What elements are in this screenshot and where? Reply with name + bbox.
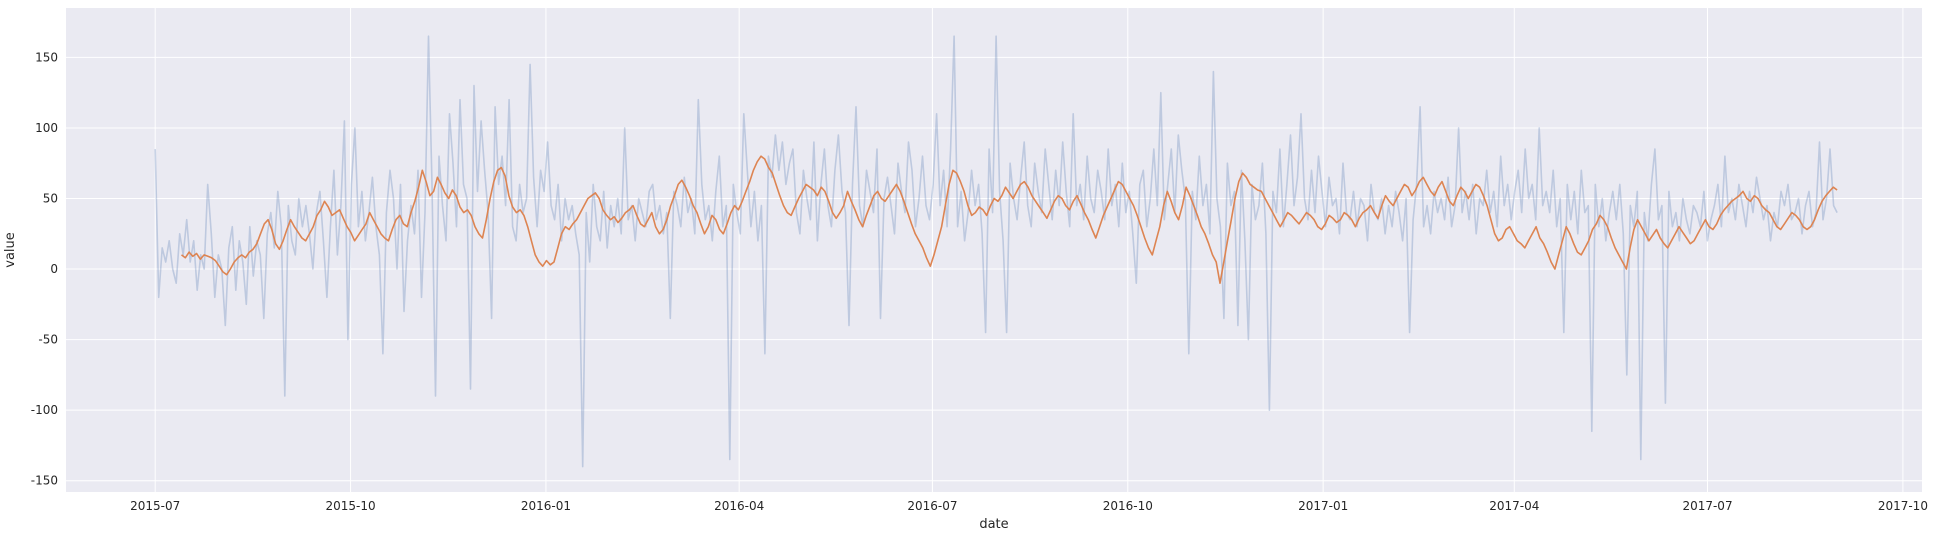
x-tick-label: 2017-01: [1298, 499, 1348, 513]
x-tick-label: 2016-07: [907, 499, 957, 513]
x-tick-label: 2015-07: [130, 499, 180, 513]
x-tick-label: 2017-10: [1878, 499, 1928, 513]
x-tick-label: 2016-10: [1103, 499, 1153, 513]
x-tick-label: 2017-07: [1682, 499, 1732, 513]
x-axis-label: date: [979, 517, 1008, 532]
plot-area: [66, 8, 1922, 492]
x-tick-label: 2017-04: [1489, 499, 1539, 513]
y-axis-label: value: [3, 232, 18, 268]
raw-daily-line: [154, 35, 1838, 468]
y-tick-label: 150: [35, 50, 58, 64]
grid-lines: [66, 8, 1922, 492]
y-tick-label: 0: [50, 262, 58, 276]
y-tick-label: -100: [31, 403, 58, 417]
x-tick-label: 2015-10: [325, 499, 375, 513]
x-tick-label: 2016-04: [714, 499, 764, 513]
rolling-mean-line: [181, 155, 1838, 284]
y-tick-label: 50: [43, 191, 58, 205]
y-tick-label: -150: [31, 474, 58, 488]
y-tick-label: 100: [35, 121, 58, 135]
y-tick-label: -50: [38, 333, 58, 347]
tick-labels: -150 -100 -50 0 50 100 150 2015-07 2015-10 2016-0…: [31, 50, 1928, 513]
x-tick-label: 2016-01: [521, 499, 571, 513]
series-layer: [154, 35, 1838, 468]
